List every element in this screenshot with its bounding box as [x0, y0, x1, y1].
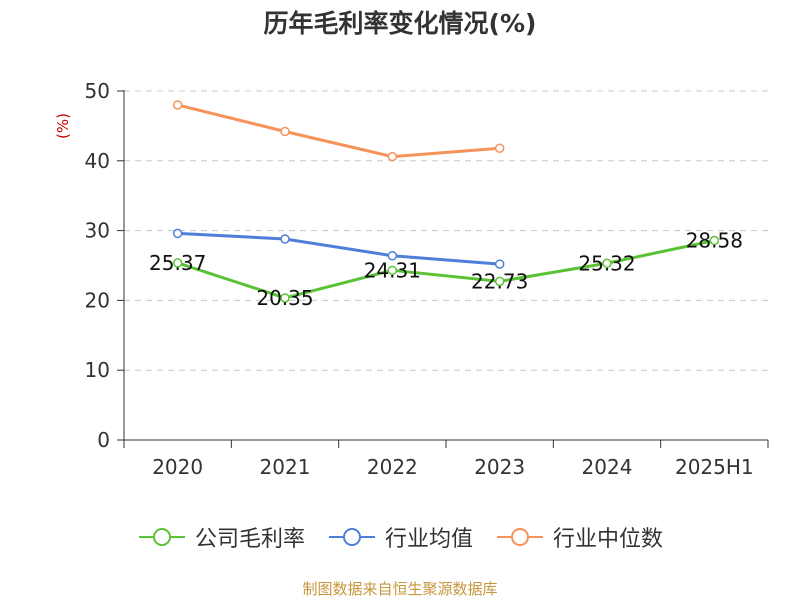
- legend-item-industry-mean[interactable]: 行业均值: [327, 521, 473, 553]
- data-point-0-5: [709, 235, 720, 246]
- data-source: 制图数据来自恒生聚源数据库: [302, 580, 498, 598]
- x-tick-label-2023: 2023: [474, 455, 525, 479]
- legend-label-industry-median: 行业中位数: [553, 527, 664, 552]
- legend-marker-company: [138, 528, 185, 546]
- data-point-0-3: [494, 276, 505, 287]
- series-line-1: [177, 231, 500, 266]
- data-point-2-3: [494, 143, 505, 153]
- x-tick-label-2024: 2024: [582, 455, 633, 479]
- data-point-1-2: [387, 250, 398, 261]
- series-line-2: [177, 103, 500, 159]
- data-label-0: 25.37: [149, 251, 206, 275]
- data-point-0-1: [280, 293, 290, 303]
- data-label-3: 22.73: [471, 269, 528, 293]
- y-tick-label-40: 40: [85, 149, 110, 173]
- data-point-2-2: [387, 151, 398, 162]
- data-point-2-0: [172, 100, 183, 110]
- chart-title: 历年毛利率变化情况(%): [263, 9, 537, 38]
- data-label-4: 25.32: [578, 251, 635, 275]
- data-point-2-1: [280, 126, 290, 137]
- legend: 公司毛利率 行业均值 行业中位数: [0, 521, 800, 553]
- data-point-0-0: [172, 258, 183, 268]
- legend-marker-industry-median: [497, 528, 543, 546]
- y-tick-label-10: 10: [85, 358, 110, 382]
- data-label-2: 24.31: [364, 258, 421, 282]
- data-point-1-0: [172, 228, 183, 239]
- data-point-0-4: [602, 258, 612, 269]
- legend-item-industry-median[interactable]: 行业中位数: [495, 521, 663, 553]
- data-point-1-1: [280, 234, 290, 244]
- data-label-1: 20.35: [256, 286, 313, 310]
- x-tick-label-2022: 2022: [367, 455, 418, 479]
- legend-marker-industry-mean: [328, 528, 375, 546]
- legend-label-company: 公司毛利率: [194, 527, 305, 552]
- legend-item-company[interactable]: 公司毛利率: [137, 521, 305, 553]
- y-tick-label-0: 0: [97, 428, 110, 452]
- series-line-0: [177, 239, 715, 300]
- x-tick-label-2020: 2020: [152, 455, 203, 479]
- data-point-1-3: [494, 259, 505, 269]
- y-tick-label-50: 50: [85, 79, 110, 103]
- y-tick-label-30: 30: [85, 219, 110, 243]
- legend-label-industry-mean: 行业均值: [384, 527, 473, 552]
- x-tick-label-2025H1: 2025H1: [675, 455, 754, 479]
- data-point-0-2: [387, 265, 398, 276]
- data-label-5: 28.58: [686, 229, 743, 253]
- x-tick-label-2021: 2021: [260, 455, 311, 479]
- y-tick-label-20: 20: [85, 288, 110, 312]
